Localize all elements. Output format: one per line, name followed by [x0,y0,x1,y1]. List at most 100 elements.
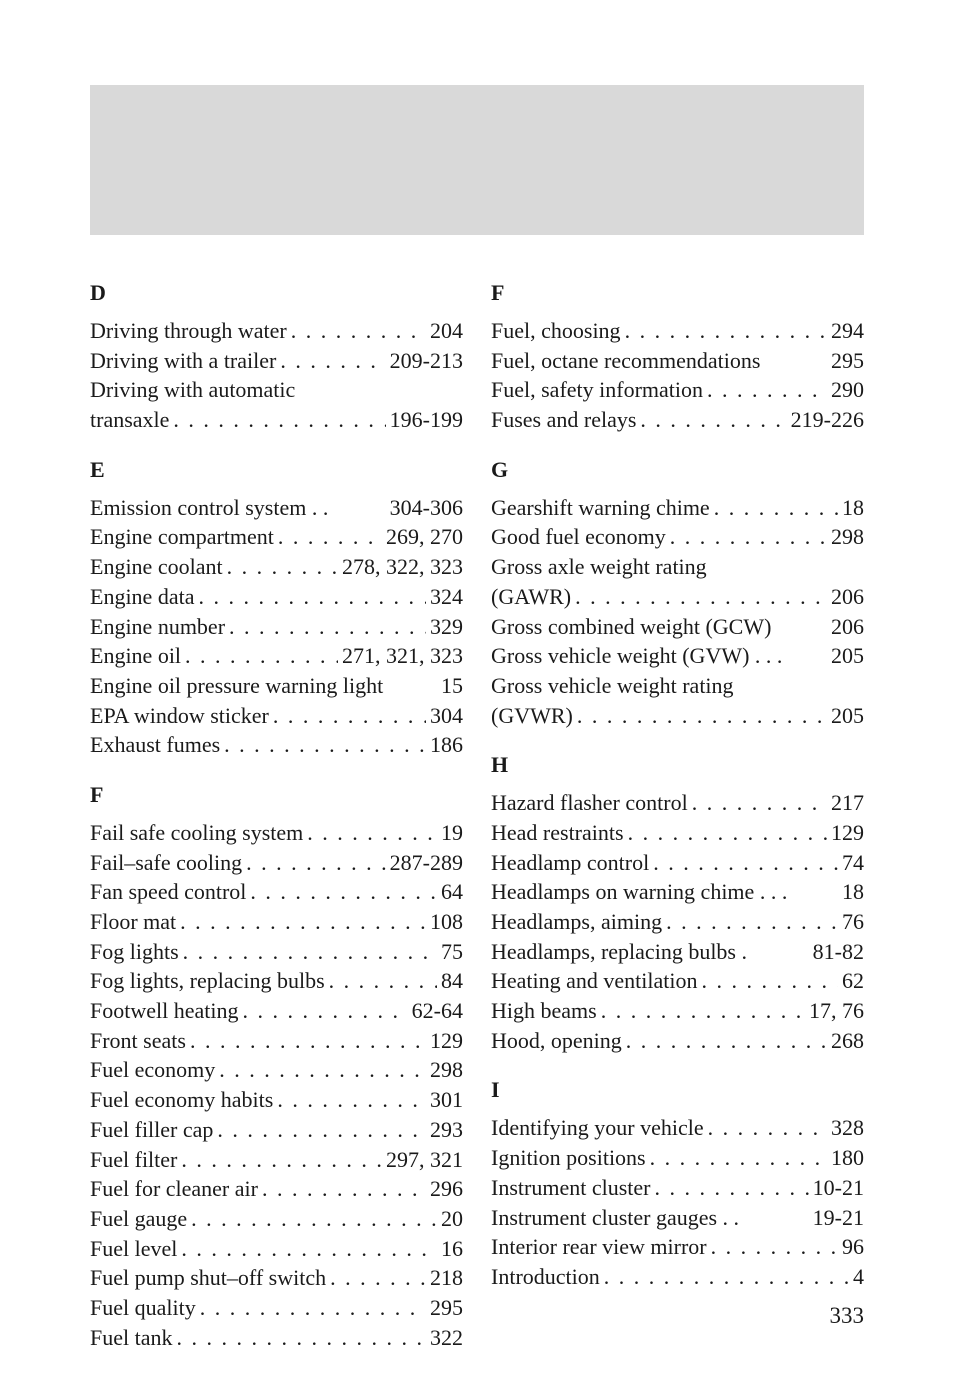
index-entry: Fail–safe cooling287-289 [90,848,463,878]
entry-page: 206 [831,612,864,642]
index-entry: Fuel filter 297, 321 [90,1145,463,1175]
index-entry: Fuel filler cap293 [90,1115,463,1145]
entry-label: (GAWR) [491,582,571,612]
index-entry: Fan speed control64 [90,877,463,907]
entry-label: Ignition positions [491,1143,646,1173]
entry-page: 322 [430,1323,463,1353]
section-letter: H [491,752,864,778]
index-entry: Interior rear view mirror96 [491,1232,864,1262]
entry-page: 297, 321 [386,1145,463,1175]
entry-page: 16 [441,1234,463,1264]
entry-page: 18 [842,877,864,907]
index-entry: Hood, opening268 [491,1026,864,1056]
entry-page: 206 [831,582,864,612]
entry-label: Hood, opening [491,1026,622,1056]
section-letter: F [491,280,864,306]
index-entry: Instrument cluster10-21 [491,1173,864,1203]
index-entry: Fuses and relays219-226 [491,405,864,435]
index-column: FFuel, choosing294Fuel, octane recommend… [491,280,864,1374]
entry-page: 18 [842,493,864,523]
index-entry: Gross vehicle weight rating [491,671,864,701]
entry-page: 293 [430,1115,463,1145]
entry-page: 298 [430,1055,463,1085]
entry-dots [227,552,338,582]
entry-page: 294 [831,316,864,346]
entry-label: Fuel filter [90,1145,177,1175]
entry-label: Interior rear view mirror [491,1232,707,1262]
index-entry: Floor mat108 [90,907,463,937]
entry-label: Fuel economy habits [90,1085,273,1115]
entry-label: Front seats [90,1026,186,1056]
entry-page: 186 [430,730,463,760]
entry-dots [650,1143,827,1173]
entry-page: 296 [430,1174,463,1204]
entry-dots [628,818,827,848]
index-entry: Engine number329 [90,612,463,642]
entry-page: 205 [831,701,864,731]
entry-dots [229,612,426,642]
entry-page: 74 [842,848,864,878]
entry-dots [625,316,827,346]
entry-dots [666,907,838,937]
entry-label: Instrument cluster gauges . . [491,1203,803,1233]
index-entry: Gross combined weight (GCW)206 [491,612,864,642]
section-letter: F [90,782,463,808]
index-entry: Good fuel economy298 [491,522,864,552]
index-entry: Fog lights, replacing bulbs84 [90,966,463,996]
entry-label: Gross axle weight rating [491,552,854,582]
entry-label: Driving with a trailer [90,346,276,376]
entry-page: 304-306 [390,493,463,523]
entry-dots [183,937,437,967]
index-entry: Gross axle weight rating [491,552,864,582]
entry-label: High beams [491,996,597,1026]
entry-label: Fuel economy [90,1055,215,1085]
entry-label: Instrument cluster [491,1173,650,1203]
index-entry: Fuel quality295 [90,1293,463,1323]
entry-page: 64 [441,877,463,907]
entry-label: Fog lights [90,937,179,967]
entry-dots [181,1145,382,1175]
entry-label: Engine compartment [90,522,274,552]
index-section: IIdentifying your vehicle328Ignition pos… [491,1077,864,1291]
entry-page: 180 [831,1143,864,1173]
index-entry: Fuel, choosing294 [491,316,864,346]
index-entry: Fail safe cooling system19 [90,818,463,848]
entry-page: 329 [430,612,463,642]
entry-dots [191,1204,437,1234]
index-entry: Instrument cluster gauges . . 19-21 [491,1203,864,1233]
entry-page: 62 [842,966,864,996]
entry-page: 62-64 [412,996,463,1026]
index-entry: Fuel tank322 [90,1323,463,1353]
entry-page: 15 [441,671,463,701]
index-entry: transaxle196-199 [90,405,463,435]
entry-page: 328 [831,1113,864,1143]
entry-page: 19 [441,818,463,848]
entry-page: 301 [430,1085,463,1115]
entry-dots [198,582,426,612]
index-entry: High beams17, 76 [491,996,864,1026]
section-letter: E [90,457,463,483]
index-content: DDriving through water204Driving with a … [90,280,864,1374]
index-section: DDriving through water204Driving with a … [90,280,463,435]
entry-label: Exhaust fumes [90,730,220,760]
entry-label: Head restraints [491,818,624,848]
index-entry: Headlamps on warning chime . . . 18 [491,877,864,907]
index-entry: (GVWR)205 [491,701,864,731]
index-entry: Fuel for cleaner air296 [90,1174,463,1204]
entry-label: Floor mat [90,907,176,937]
entry-label: Fog lights, replacing bulbs [90,966,325,996]
index-entry: Introduction4 [491,1262,864,1292]
index-entry: EPA window sticker304 [90,701,463,731]
index-entry: Engine oil271, 321, 323 [90,641,463,671]
index-entry: Headlamps, replacing bulbs . 81-82 [491,937,864,967]
entry-label: Engine oil [90,641,181,671]
entry-dots [692,788,827,818]
entry-label: Fuel, safety information [491,375,703,405]
index-entry: Engine compartment269, 270 [90,522,463,552]
entry-label: Footwell heating [90,996,238,1026]
entry-label: Introduction [491,1262,600,1292]
page-number: 333 [830,1303,865,1329]
entry-dots [714,493,838,523]
index-section: FFuel, choosing294Fuel, octane recommend… [491,280,864,435]
section-letter: I [491,1077,864,1103]
